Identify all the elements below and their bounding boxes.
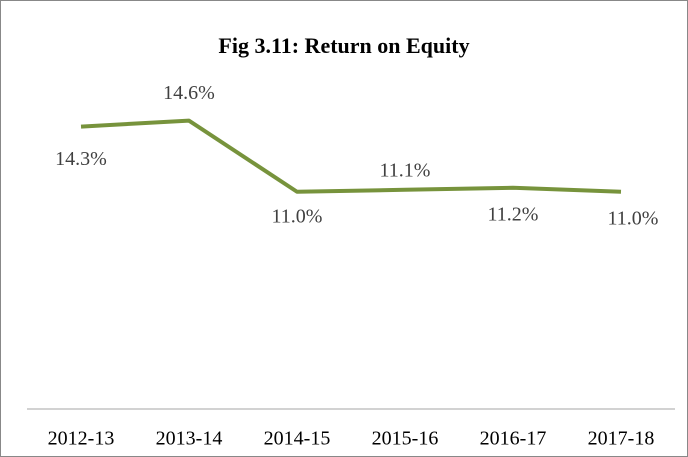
x-tick-label: 2016-17: [480, 428, 547, 450]
data-label: 11.1%: [380, 159, 431, 181]
chart-title: Fig 3.11: Return on Equity: [218, 33, 469, 58]
x-tick-label: 2017-18: [588, 428, 655, 450]
data-label: 14.6%: [163, 82, 215, 104]
data-label: 11.2%: [488, 203, 539, 225]
x-tick-label: 2014-15: [264, 428, 331, 450]
data-label: 11.0%: [608, 207, 659, 229]
x-tick-label: 2012-13: [48, 428, 115, 450]
data-label: 14.3%: [55, 148, 107, 170]
x-tick-label: 2013-14: [156, 428, 223, 450]
series-line: [80, 118, 622, 194]
x-tick-label: 2015-16: [372, 428, 439, 450]
data-label: 11.0%: [272, 205, 323, 227]
